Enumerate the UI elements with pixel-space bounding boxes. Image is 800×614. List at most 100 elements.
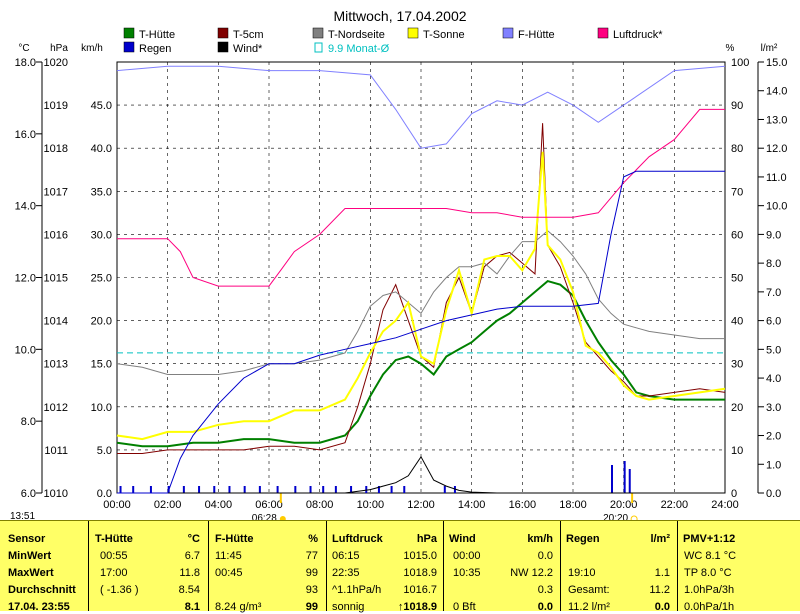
regen-time: Gesamt: — [568, 584, 610, 596]
wind-time: 00:00 — [453, 550, 481, 562]
tick-label-lm2: 12.0 — [766, 143, 787, 155]
tick-label-hPa: 1012 — [44, 402, 68, 414]
series-line-tsonne — [116, 151, 726, 441]
f-huette-time: 8.24 g/m³ — [215, 601, 262, 613]
rain-bar — [228, 486, 231, 493]
chart-title: Mittwoch, 17.04.2002 — [333, 8, 466, 24]
legend-swatch — [123, 27, 135, 39]
rain-bar — [334, 486, 337, 493]
pmv-value: 0.0hPa/1h — [684, 601, 735, 613]
tick-label-degC: 10.0 — [15, 344, 36, 356]
weather-chart: Mittwoch, 17.04.2002 T-Hütte T-5cm T-Nordse… — [15, 8, 787, 520]
tick-label-lm2: 5.0 — [766, 344, 781, 356]
axis-unit-lm2: l/m² — [761, 43, 778, 54]
x-tick-label: 18:00 — [559, 499, 587, 511]
regen-time: 19:10 — [568, 567, 596, 579]
header-t-huette: T-Hütte — [95, 533, 133, 545]
rain-bar — [365, 486, 368, 493]
header-r-unit: l/m² — [650, 533, 670, 545]
tick-label-kmh: 5.0 — [97, 445, 112, 457]
tick-label-lm2: 15.0 — [766, 57, 787, 69]
tick-label-pct: 60 — [731, 229, 743, 241]
header-pmv: PMV+1:12 — [683, 533, 736, 545]
tick-label-pct: 30 — [731, 359, 743, 371]
tick-label-kmh: 0.0 — [97, 488, 112, 500]
tick-label-hPa: 1019 — [44, 100, 68, 112]
tick-label-hPa: 1013 — [44, 359, 68, 371]
luftdruck-value: ↑1018.9 — [397, 601, 437, 613]
current-time: 13:51 — [10, 511, 36, 522]
rain-bar — [377, 486, 380, 493]
tick-label-hPa: 1018 — [44, 143, 68, 155]
x-tick-label: 06:00 — [255, 499, 283, 511]
luftdruck-time: sonnig — [332, 601, 365, 613]
legend-swatch — [217, 27, 229, 39]
series-line-luftdruck — [117, 108, 725, 287]
legend-label: 9.9 Monat-Ø — [328, 43, 390, 55]
tick-label-hPa: 1014 — [44, 316, 68, 328]
tick-label-kmh: 20.0 — [91, 316, 112, 328]
x-tick-label: 02:00 — [154, 499, 182, 511]
legend-label: Luftdruck* — [613, 29, 663, 41]
wind-time: 0 Bft — [453, 601, 476, 613]
legend-swatch — [314, 42, 323, 53]
series-line-regen — [117, 170, 725, 494]
tick-label-degC: 12.0 — [15, 273, 36, 285]
luftdruck-value: 1016.7 — [403, 584, 437, 596]
f-huette-value: 77 — [305, 550, 318, 562]
column-separator — [677, 521, 678, 611]
f-huette-value: 99 — [305, 601, 318, 613]
column-separator — [88, 521, 89, 611]
series-line-fhtte — [116, 65, 726, 149]
tick-label-kmh: 30.0 — [91, 229, 112, 241]
tick-label-hPa: 1017 — [44, 186, 68, 198]
t-huette-value: 8.1 — [184, 601, 200, 613]
rain-bar — [294, 486, 297, 493]
series-line-t5cm — [117, 123, 726, 454]
tick-label-lm2: 11.0 — [766, 172, 787, 184]
luftdruck-time: ^1.1hPa/h — [332, 584, 382, 596]
tick-label-pct: 100 — [731, 57, 749, 69]
column-separator — [326, 521, 327, 611]
rain-bar — [132, 486, 135, 493]
rain-bar — [623, 461, 626, 493]
series-line-thtte — [116, 279, 725, 448]
tick-label-kmh: 10.0 — [91, 402, 112, 414]
tick-label-lm2: 9.0 — [766, 229, 781, 241]
t-huette-time: ( -1.36 ) — [100, 584, 139, 596]
pmv-value: 1.0hPa/3h — [684, 584, 735, 596]
f-huette-time: 00:45 — [215, 567, 243, 579]
row-label: MaxWert — [8, 567, 54, 579]
tick-label-lm2: 8.0 — [766, 258, 781, 270]
legend-swatch — [597, 27, 609, 39]
tick-label-lm2: 2.0 — [766, 431, 781, 443]
legend-label: Wind* — [233, 43, 263, 55]
header-f-huette: F-Hütte — [215, 533, 254, 545]
wind-value: 0.0 — [537, 601, 553, 613]
x-tick-label: 00:00 — [103, 499, 131, 511]
header-luftdruck: Luftdruck — [332, 533, 383, 545]
x-tick-label: 14:00 — [458, 499, 486, 511]
series-line-wind — [117, 455, 725, 494]
tick-label-lm2: 10.0 — [766, 201, 787, 213]
legend-swatch — [123, 41, 135, 53]
regen-value: 1.1 — [654, 567, 670, 579]
rain-bar — [258, 486, 261, 493]
tick-label-kmh: 25.0 — [91, 273, 112, 285]
legend-label: Regen — [139, 43, 171, 55]
regen-value: 0.0 — [654, 601, 670, 613]
axis-unit-kmh: km/h — [81, 43, 103, 54]
row-label: MinWert — [8, 550, 52, 562]
x-tick-label: 10:00 — [357, 499, 385, 511]
header-t-unit: °C — [187, 533, 200, 545]
axis-unit-degC: °C — [18, 43, 29, 54]
tick-label-pct: 90 — [731, 100, 743, 112]
tick-label-lm2: 6.0 — [766, 316, 781, 328]
tick-label-pct: 50 — [731, 273, 743, 285]
axis-unit-pct: % — [726, 43, 735, 54]
tick-label-hPa: 1010 — [44, 488, 68, 500]
tick-label-lm2: 4.0 — [766, 373, 781, 385]
tick-label-degC: 6.0 — [21, 488, 36, 500]
wind-time: 10:35 — [453, 567, 481, 579]
tick-label-degC: 14.0 — [15, 201, 36, 213]
